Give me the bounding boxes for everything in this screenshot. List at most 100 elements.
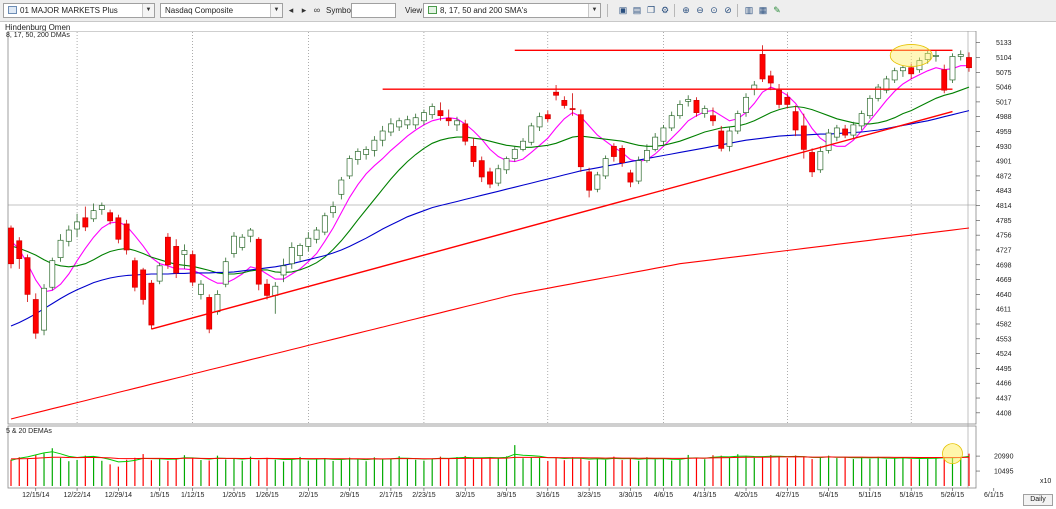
candle-body[interactable]: [346, 158, 353, 177]
candle-body[interactable]: [140, 269, 147, 300]
candle-body[interactable]: [98, 205, 105, 210]
candle-body[interactable]: [379, 130, 386, 141]
print-icon[interactable]: ▤: [632, 5, 642, 15]
candle-body[interactable]: [875, 86, 882, 99]
candle-body[interactable]: [82, 217, 89, 228]
candle-body[interactable]: [776, 89, 782, 105]
candle-body[interactable]: [577, 114, 584, 168]
candle-body[interactable]: [908, 67, 915, 75]
properties-icon[interactable]: ▥: [744, 5, 754, 15]
candle-body[interactable]: [957, 54, 964, 57]
candle-body[interactable]: [767, 75, 774, 84]
index-select[interactable]: Nasdaq Composite ▼: [160, 3, 283, 18]
candle-body[interactable]: [371, 139, 378, 151]
candle-body[interactable]: [272, 285, 279, 296]
candle-body[interactable]: [685, 99, 692, 102]
candle-body[interactable]: [627, 172, 634, 183]
candle-body[interactable]: [321, 215, 328, 233]
candle-body[interactable]: [536, 116, 543, 128]
candle-body[interactable]: [511, 149, 518, 159]
candle-body[interactable]: [445, 117, 452, 122]
drawing-tool-icon[interactable]: ✎: [773, 5, 781, 15]
candle-body[interactable]: [561, 100, 568, 106]
candle-body[interactable]: [842, 128, 849, 136]
chart-style-icon[interactable]: ▦: [758, 5, 768, 15]
candle-body[interactable]: [255, 238, 262, 285]
candle-body[interactable]: [850, 124, 857, 136]
zoom-out-icon[interactable]: ⊖: [696, 5, 704, 15]
candle-body[interactable]: [883, 78, 890, 91]
candle-body[interactable]: [644, 150, 650, 161]
candle-body[interactable]: [354, 151, 361, 160]
candle-body[interactable]: [800, 125, 807, 150]
candle-body[interactable]: [825, 132, 832, 151]
watchlist-select[interactable]: 01 MAJOR MARKETS Plus ▼: [3, 3, 155, 18]
candle-body[interactable]: [949, 56, 956, 81]
candle-body[interactable]: [784, 96, 791, 105]
candle-body[interactable]: [74, 221, 80, 230]
candle-body[interactable]: [503, 158, 510, 171]
candle-body[interactable]: [454, 120, 460, 126]
candle-body[interactable]: [65, 229, 72, 242]
candle-body[interactable]: [495, 168, 502, 184]
candle-body[interactable]: [107, 212, 114, 222]
view-select[interactable]: 8, 17, 50 and 200 SMA's ▼: [423, 3, 601, 18]
candle-body[interactable]: [115, 217, 122, 240]
candle-body[interactable]: [900, 67, 906, 72]
candle-body[interactable]: [933, 55, 939, 57]
candle-body[interactable]: [189, 254, 196, 283]
candle-body[interactable]: [701, 108, 708, 114]
chevron-down-icon[interactable]: ▼: [270, 4, 282, 17]
candle-body[interactable]: [809, 152, 815, 173]
candle-body[interactable]: [247, 229, 254, 237]
candle-body[interactable]: [231, 235, 237, 254]
candle-body[interactable]: [8, 227, 14, 265]
next-arrow-icon[interactable]: ▸: [301, 5, 307, 15]
candle-body[interactable]: [437, 110, 444, 117]
settings-icon[interactable]: ⚙: [660, 5, 670, 15]
candle-body[interactable]: [586, 171, 593, 191]
candle-body[interactable]: [288, 247, 295, 265]
candle-body[interactable]: [16, 240, 23, 259]
candle-body[interactable]: [173, 246, 180, 274]
candle-body[interactable]: [544, 114, 551, 120]
candle-body[interactable]: [553, 91, 559, 96]
chevron-down-icon[interactable]: ▼: [588, 4, 600, 17]
candle-body[interactable]: [520, 140, 526, 150]
candle-body[interactable]: [718, 130, 725, 149]
candle-body[interactable]: [198, 283, 204, 295]
candle-body[interactable]: [619, 148, 626, 164]
candle-body[interactable]: [462, 123, 469, 142]
candle-body[interactable]: [363, 149, 370, 155]
candle-body[interactable]: [305, 237, 312, 247]
candle-body[interactable]: [966, 57, 972, 69]
candle-body[interactable]: [387, 123, 394, 133]
binoculars-icon[interactable]: ∞: [313, 5, 321, 15]
candle-body[interactable]: [858, 113, 865, 127]
candle-body[interactable]: [123, 223, 130, 251]
candle-body[interactable]: [866, 97, 873, 117]
candle-body[interactable]: [24, 257, 31, 295]
candle-body[interactable]: [743, 96, 749, 113]
candle-body[interactable]: [528, 125, 535, 143]
timeframe-daily-button[interactable]: Daily: [1023, 494, 1053, 506]
candle-body[interactable]: [817, 151, 824, 171]
zoom-fit-icon[interactable]: ⊘: [724, 5, 732, 15]
candle-body[interactable]: [165, 236, 171, 266]
candle-body[interactable]: [222, 261, 229, 285]
candle-body[interactable]: [833, 127, 840, 138]
candle-body[interactable]: [338, 179, 345, 195]
candle-body[interactable]: [41, 287, 47, 331]
candle-body[interactable]: [264, 283, 270, 296]
candle-body[interactable]: [396, 120, 403, 128]
candle-body[interactable]: [148, 282, 155, 326]
candle-body[interactable]: [330, 206, 336, 214]
save-icon[interactable]: ▣: [618, 5, 628, 15]
candle-body[interactable]: [759, 54, 766, 80]
candle-body[interactable]: [412, 117, 419, 126]
chart-area[interactable]: 12/15/14 12/22/14 12/29/14 1/5/15 1/12/15 1/2…: [4, 30, 1053, 501]
candle-body[interactable]: [924, 53, 931, 60]
candle-body[interactable]: [90, 210, 97, 220]
candle-body[interactable]: [297, 245, 303, 256]
candle-body[interactable]: [239, 236, 246, 248]
